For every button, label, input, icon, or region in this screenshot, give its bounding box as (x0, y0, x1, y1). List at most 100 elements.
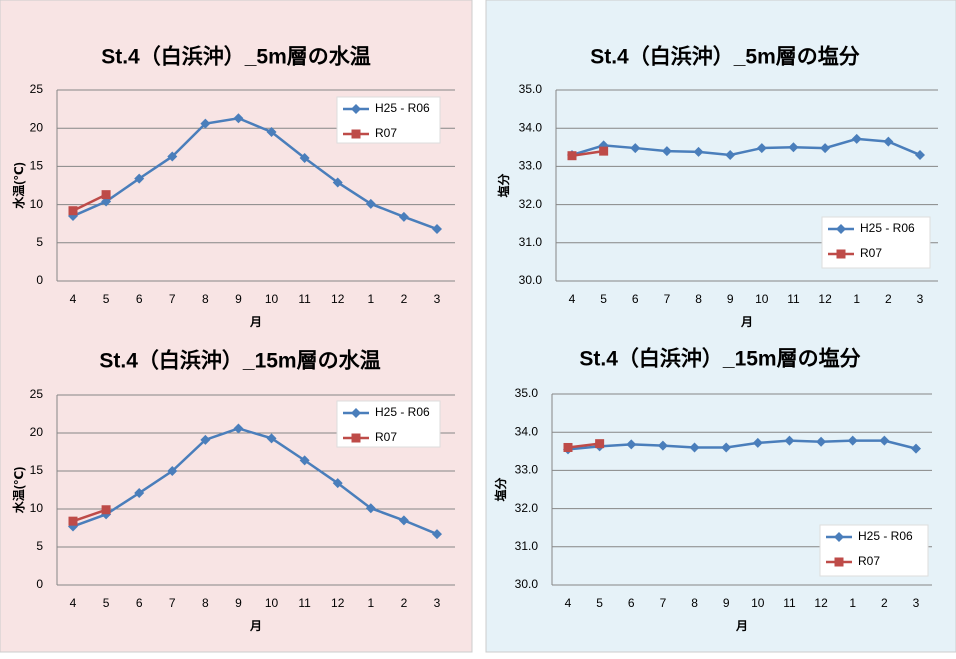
y-tick-label: 20 (30, 425, 44, 439)
marker (351, 408, 361, 418)
legend-label: H25 - R06 (860, 221, 915, 235)
x-tick-label: 3 (917, 292, 924, 306)
x-tick-label: 9 (235, 596, 242, 610)
marker (233, 113, 244, 124)
marker (101, 190, 111, 200)
x-tick-label: 1 (849, 596, 856, 610)
x-tick-label: 10 (265, 292, 279, 306)
y-tick-label: 20 (30, 120, 44, 134)
y-tick-label: 32.0 (519, 197, 543, 211)
x-tick-label: 1 (367, 596, 374, 610)
legend-label: R07 (375, 126, 397, 140)
marker (134, 488, 145, 499)
marker (233, 423, 244, 434)
y-tick-label: 30.0 (515, 577, 539, 591)
marker (365, 198, 376, 209)
x-axis-label: 月 (740, 315, 753, 329)
chart-title: St.4（白浜沖）_5m層の塩分 (590, 45, 860, 69)
legend-box (336, 400, 441, 448)
marker (398, 515, 409, 526)
marker (836, 224, 846, 234)
x-tick-label: 10 (265, 596, 279, 610)
x-tick-label: 4 (569, 292, 576, 306)
legend-label: R07 (858, 554, 880, 568)
legend-label: H25 - R06 (858, 529, 913, 543)
marker (721, 442, 732, 453)
marker (101, 505, 111, 515)
marker (725, 149, 736, 160)
y-tick-label: 15 (30, 463, 44, 477)
x-tick-label: 5 (103, 292, 110, 306)
y-axis-label: 水温(℃) (11, 162, 26, 209)
chart-title: St.4（白浜沖）_15m層の塩分 (579, 347, 860, 371)
chart-title: St.4（白浜沖）_5m層の水温 (101, 45, 371, 69)
x-tick-label: 6 (628, 596, 635, 610)
marker (68, 516, 78, 526)
x-tick-label: 7 (664, 292, 671, 306)
marker (365, 503, 376, 514)
marker (756, 143, 767, 154)
x-tick-label: 1 (853, 292, 860, 306)
series-line (567, 442, 600, 449)
y-tick-label: 34.0 (515, 424, 539, 438)
marker (68, 206, 78, 216)
legend-label: H25 - R06 (375, 405, 430, 419)
marker (398, 211, 409, 222)
series-line (72, 193, 107, 212)
y-tick-label: 25 (30, 387, 44, 401)
y-tick-label: 32.0 (515, 501, 539, 515)
x-tick-label: 3 (434, 596, 441, 610)
marker (599, 146, 609, 156)
x-tick-label: 5 (596, 596, 603, 610)
marker (332, 177, 343, 188)
marker (915, 149, 925, 160)
marker (784, 435, 795, 446)
x-tick-label: 7 (169, 596, 176, 610)
marker (200, 434, 211, 445)
y-tick-label: 31.0 (515, 539, 539, 553)
marker (299, 152, 310, 163)
x-axis-label: 月 (249, 315, 262, 329)
marker (266, 433, 277, 444)
y-tick-label: 35.0 (515, 386, 539, 400)
marker (630, 143, 641, 154)
y-tick-label: 35.0 (519, 82, 543, 96)
x-tick-label: 11 (787, 292, 800, 306)
x-tick-label: 5 (103, 596, 110, 610)
series-line (571, 137, 921, 157)
y-tick-label: 30.0 (519, 273, 543, 287)
y-tick-label: 33.0 (515, 463, 539, 477)
y-axis-label: 塩分 (496, 173, 511, 197)
x-tick-label: 11 (298, 292, 311, 306)
x-tick-label: 7 (660, 596, 667, 610)
x-tick-label: 4 (70, 596, 77, 610)
marker (351, 433, 361, 443)
series-line (72, 508, 107, 523)
x-tick-label: 12 (331, 292, 345, 306)
y-tick-label: 10 (30, 501, 44, 515)
marker (626, 439, 637, 450)
y-axis-label: 塩分 (493, 477, 508, 501)
marker (332, 478, 343, 489)
marker (266, 127, 277, 138)
marker (834, 557, 844, 567)
marker (836, 249, 846, 259)
marker (820, 143, 831, 154)
marker (595, 439, 605, 449)
x-tick-label: 5 (600, 292, 607, 306)
x-tick-label: 9 (235, 292, 242, 306)
y-tick-label: 33.0 (519, 159, 543, 173)
marker (351, 104, 361, 114)
marker (752, 437, 763, 448)
marker (816, 436, 827, 447)
x-tick-label: 3 (434, 292, 441, 306)
marker (134, 173, 145, 184)
marker (167, 151, 178, 162)
marker (567, 151, 577, 161)
x-tick-label: 7 (169, 292, 176, 306)
x-tick-label: 3 (913, 596, 920, 610)
marker (432, 224, 442, 235)
marker (661, 146, 672, 157)
legend-label: R07 (375, 430, 397, 444)
